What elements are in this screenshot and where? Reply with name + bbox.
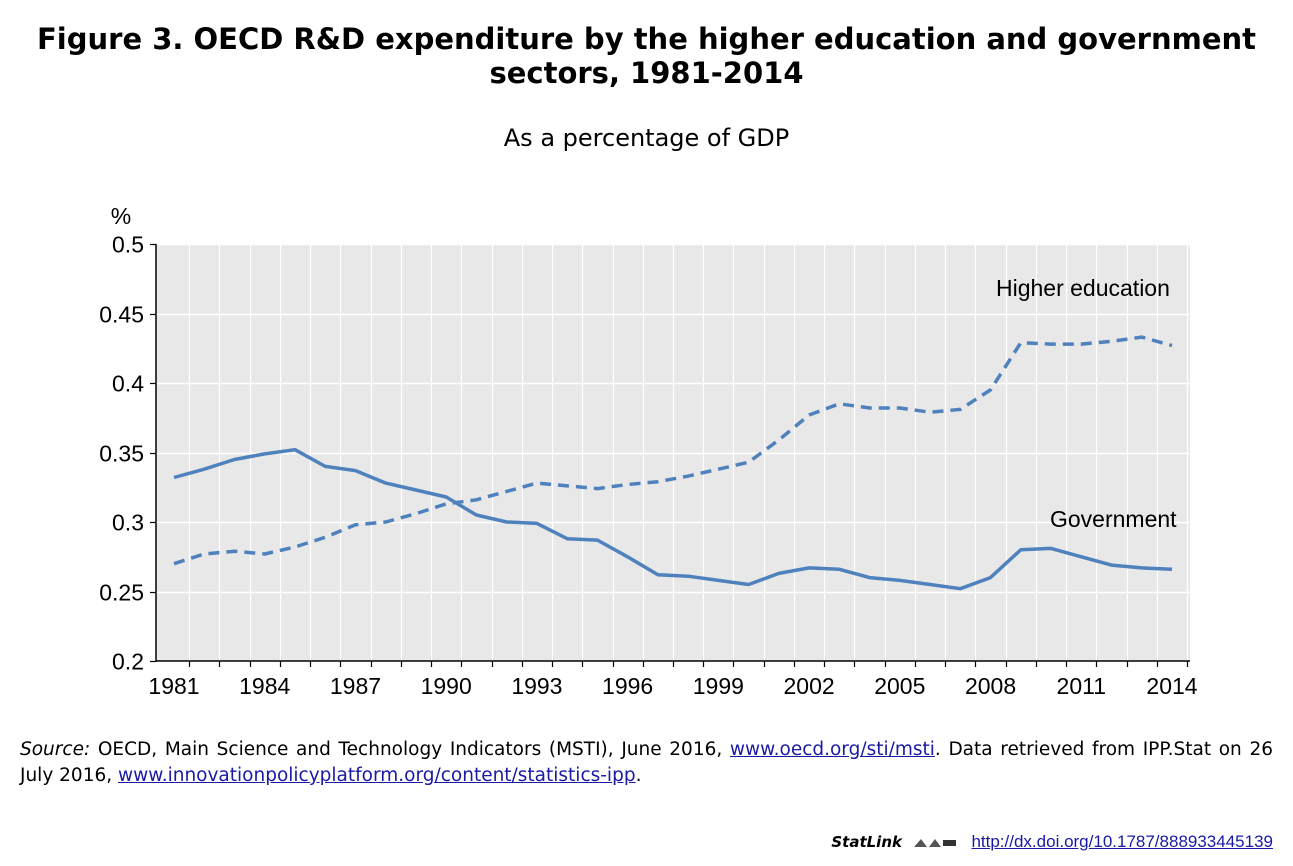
y-tick-label: 0.4: [112, 371, 144, 397]
y-axis-unit-label: %: [111, 203, 131, 229]
y-axis-ticks: 0.2 0.25 0.3 0.35 0.4 0.45 0.5: [99, 232, 156, 675]
chart-subtitle: As a percentage of GDP: [503, 124, 790, 152]
statlink-brand: StatLink: [831, 833, 902, 851]
statlink-logo-icon: [912, 838, 957, 847]
horizontal-gridlines: [156, 243, 1190, 594]
statlink-doi-link[interactable]: http://dx.doi.org/10.1787/888933445139: [971, 832, 1273, 851]
x-tick-label: 1993: [511, 673, 562, 699]
source-text-3: .: [635, 765, 642, 786]
x-tick-label: 2005: [874, 673, 925, 699]
x-tick-label: 2011: [1057, 673, 1106, 699]
annotation-government: Government: [1050, 506, 1177, 532]
x-tick-label: 1990: [421, 673, 472, 699]
y-tick-label: 0.25: [99, 580, 144, 606]
x-tick-label: 2008: [965, 673, 1016, 699]
oecd-msti-link[interactable]: www.oecd.org/sti/msti: [729, 739, 935, 760]
source-label: Source:: [20, 739, 91, 760]
x-tick-label: 1981: [148, 673, 199, 699]
source-text-1: OECD, Main Science and Technology Indica…: [90, 739, 730, 760]
x-tick-label: 2002: [784, 673, 835, 699]
ipp-statistics-link[interactable]: www.innovationpolicyplatform.org/content…: [118, 765, 636, 786]
annotation-higher-education: Higher education: [996, 275, 1170, 301]
y-tick-label: 0.45: [99, 302, 144, 328]
x-tick-label: 2014: [1146, 673, 1197, 699]
series-line-higher-education: [173, 335, 1173, 566]
series-line-government: [173, 447, 1173, 591]
x-tick-label: 1984: [239, 673, 290, 699]
y-tick-label: 0.5: [112, 232, 144, 258]
vertical-gridlines: [188, 244, 1189, 661]
x-axis-ticks: 1981 1984 1987 1990 1993 1996 1999 2002 2005 2008…: [148, 661, 1198, 699]
x-tick-label: 1996: [602, 673, 653, 699]
source-text-2: . Data retrieved from IPP.Stat on 26 Jul…: [20, 739, 1273, 786]
x-tick-label: 1999: [693, 673, 744, 699]
source-note: Source: OECD, Main Science and Technolog…: [20, 737, 1273, 789]
y-tick-label: 0.2: [112, 649, 144, 675]
statlink: StatLink http://dx.doi.org/10.1787/88893…: [831, 832, 1273, 852]
y-tick-label: 0.35: [99, 441, 144, 467]
y-tick-label: 0.3: [112, 510, 144, 536]
series-group: [173, 335, 1173, 591]
x-tick-label: 1987: [330, 673, 381, 699]
figure-title: Figure 3. OECD R&D expenditure by the hi…: [37, 22, 1256, 90]
line-chart: 0.2 0.25 0.3 0.35 0.4 0.45 0.5 1981 1984 1987 199…: [99, 203, 1198, 699]
